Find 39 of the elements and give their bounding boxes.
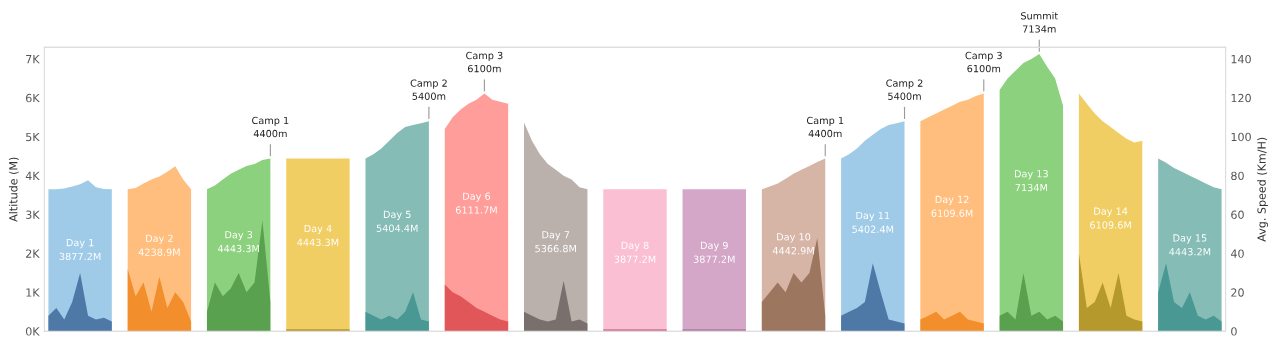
series-label: Day 3 4443.3M (217, 231, 259, 253)
series-label: Day 11 5402.4M (852, 211, 894, 233)
y-axis-title: Altitude (M) (8, 157, 19, 222)
y2-tick-label: 80 (1231, 171, 1244, 181)
y-tick-label: 7K (26, 55, 40, 64)
y2-tick-label: 140 (1231, 54, 1251, 64)
series-label: Day 5 5404.4M (376, 210, 418, 232)
series-label: Day 7 5366.8M (535, 231, 576, 253)
y-tick-label: 6K (26, 93, 40, 103)
data-label: Camp 2 5400m (410, 79, 447, 100)
y-tick-label: 0K (25, 327, 40, 336)
y-tick-label: 4K (25, 171, 40, 180)
series-label: Day 9 3877.2M (693, 241, 735, 263)
y2-tick-label: 40 (1230, 249, 1244, 258)
series-label: Day 2 4238.9M (138, 234, 180, 256)
y2-tick-label: 60 (1231, 210, 1244, 219)
data-label: Camp 2 5400m (886, 79, 923, 100)
y-tick-label: 3K (26, 210, 40, 219)
data-label: Camp 3 6100m (965, 51, 1002, 73)
data-label: Camp 3 6100m (466, 51, 503, 73)
series-label: Day 4 4443.3M (297, 224, 339, 246)
y2-tick-label: 0 (1231, 327, 1237, 336)
series-label: Day 1 3877.2M (59, 239, 101, 261)
series-label: Day 12 6109.6M (931, 195, 973, 217)
series-label: Day 13 7134M (1014, 170, 1048, 192)
data-label: Camp 1 4400m (252, 116, 289, 138)
data-label: Summit 7134m (1021, 11, 1058, 33)
series-label: Day 10 4442.9M (772, 233, 814, 255)
y2-tick-label: 120 (1231, 93, 1251, 103)
series-label: Day 6 6111.7M (455, 192, 497, 214)
y2-tick-label: 100 (1231, 132, 1251, 142)
y2-axis-title: Avg. Speed (Km/H) (1257, 137, 1268, 242)
series-label: Day 14 6109.6M (1090, 207, 1131, 229)
y2-tick-label: 20 (1231, 288, 1244, 297)
y-tick-label: 5K (26, 132, 40, 142)
series-label: Day 15 4443.2M (1169, 234, 1211, 256)
y-tick-label: 1K (26, 288, 40, 297)
data-label: Camp 1 4400m (806, 116, 844, 138)
y-tick-label: 2K (26, 249, 40, 258)
